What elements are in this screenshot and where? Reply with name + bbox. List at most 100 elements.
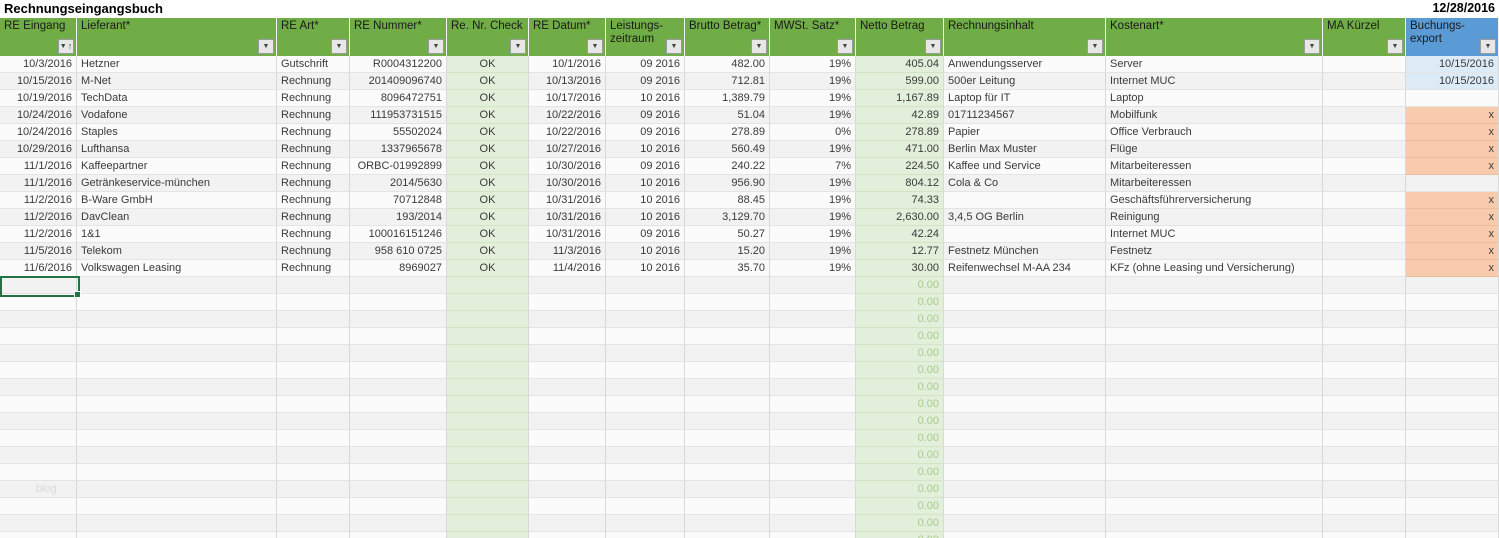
cell-mwst[interactable]: 0% bbox=[770, 124, 856, 141]
cell-inhalt[interactable] bbox=[944, 413, 1106, 430]
cell-ma_kuerzel[interactable] bbox=[1323, 481, 1406, 498]
cell-netto[interactable]: 30.00 bbox=[856, 260, 944, 277]
cell-ma_kuerzel[interactable] bbox=[1323, 90, 1406, 107]
cell-zeitraum[interactable] bbox=[606, 362, 685, 379]
cell-kostenart[interactable]: Internet MUC bbox=[1106, 73, 1323, 90]
cell-ma_kuerzel[interactable] bbox=[1323, 362, 1406, 379]
cell-netto[interactable]: 0.00 bbox=[856, 277, 944, 294]
cell-re_nummer[interactable] bbox=[350, 362, 447, 379]
cell-re_datum[interactable]: 10/30/2016 bbox=[529, 158, 606, 175]
cell-ma_kuerzel[interactable] bbox=[1323, 277, 1406, 294]
cell-kostenart[interactable] bbox=[1106, 362, 1323, 379]
cell-netto[interactable]: 0.00 bbox=[856, 532, 944, 538]
header-cell-re_eingang[interactable]: RE Eingang ▼ ↑ bbox=[0, 18, 77, 56]
cell-brutto[interactable]: 3,129.70 bbox=[685, 209, 770, 226]
cell-brutto[interactable] bbox=[685, 362, 770, 379]
cell-zeitraum[interactable] bbox=[606, 430, 685, 447]
filter-button-ma_kuerzel[interactable]: ▼ bbox=[1387, 39, 1403, 54]
cell-re_art[interactable] bbox=[277, 396, 350, 413]
cell-inhalt[interactable]: Kaffee und Service bbox=[944, 158, 1106, 175]
cell-re_nummer[interactable] bbox=[350, 413, 447, 430]
cell-re_datum[interactable] bbox=[529, 379, 606, 396]
filter-button-zeitraum[interactable]: ▼ bbox=[666, 39, 682, 54]
cell-brutto[interactable]: 956.90 bbox=[685, 175, 770, 192]
filter-button-re_datum[interactable]: ▼ bbox=[587, 39, 603, 54]
cell-netto[interactable]: 278.89 bbox=[856, 124, 944, 141]
cell-check[interactable] bbox=[447, 345, 529, 362]
cell-re_art[interactable]: Rechnung bbox=[277, 226, 350, 243]
cell-zeitraum[interactable] bbox=[606, 294, 685, 311]
cell-netto[interactable]: 0.00 bbox=[856, 498, 944, 515]
header-cell-re_datum[interactable]: RE Datum* ▼ bbox=[529, 18, 606, 56]
cell-re_eingang[interactable]: 11/2/2016 bbox=[0, 226, 77, 243]
cell-inhalt[interactable]: Anwendungsserver bbox=[944, 56, 1106, 73]
cell-lieferant[interactable]: Hetzner bbox=[77, 56, 277, 73]
cell-mwst[interactable] bbox=[770, 362, 856, 379]
cell-re_nummer[interactable] bbox=[350, 430, 447, 447]
cell-netto[interactable]: 2,630.00 bbox=[856, 209, 944, 226]
cell-lieferant[interactable] bbox=[77, 396, 277, 413]
cell-re_datum[interactable] bbox=[529, 532, 606, 538]
cell-export[interactable] bbox=[1406, 294, 1499, 311]
cell-inhalt[interactable] bbox=[944, 294, 1106, 311]
cell-mwst[interactable] bbox=[770, 413, 856, 430]
cell-zeitraum[interactable]: 10 2016 bbox=[606, 260, 685, 277]
cell-netto[interactable]: 405.04 bbox=[856, 56, 944, 73]
cell-zeitraum[interactable] bbox=[606, 498, 685, 515]
cell-kostenart[interactable]: Flüge bbox=[1106, 141, 1323, 158]
cell-kostenart[interactable]: Festnetz bbox=[1106, 243, 1323, 260]
cell-re_art[interactable]: Gutschrift bbox=[277, 56, 350, 73]
cell-re_datum[interactable]: 10/13/2016 bbox=[529, 73, 606, 90]
cell-inhalt[interactable] bbox=[944, 345, 1106, 362]
cell-inhalt[interactable] bbox=[944, 447, 1106, 464]
cell-inhalt[interactable] bbox=[944, 379, 1106, 396]
cell-re_nummer[interactable] bbox=[350, 328, 447, 345]
cell-brutto[interactable] bbox=[685, 430, 770, 447]
header-cell-ma_kuerzel[interactable]: MA Kürzel ▼ bbox=[1323, 18, 1406, 56]
cell-export[interactable] bbox=[1406, 379, 1499, 396]
cell-kostenart[interactable] bbox=[1106, 294, 1323, 311]
cell-netto[interactable]: 0.00 bbox=[856, 362, 944, 379]
cell-brutto[interactable] bbox=[685, 328, 770, 345]
cell-brutto[interactable] bbox=[685, 532, 770, 538]
cell-re_nummer[interactable] bbox=[350, 515, 447, 532]
cell-ma_kuerzel[interactable] bbox=[1323, 158, 1406, 175]
cell-brutto[interactable] bbox=[685, 481, 770, 498]
cell-re_eingang[interactable]: 10/15/2016 bbox=[0, 73, 77, 90]
cell-ma_kuerzel[interactable] bbox=[1323, 107, 1406, 124]
cell-kostenart[interactable] bbox=[1106, 311, 1323, 328]
cell-re_nummer[interactable] bbox=[350, 447, 447, 464]
cell-re_eingang[interactable]: 11/2/2016 bbox=[0, 209, 77, 226]
cell-lieferant[interactable] bbox=[77, 464, 277, 481]
cell-re_art[interactable] bbox=[277, 481, 350, 498]
header-cell-lieferant[interactable]: Lieferant* ▼ bbox=[77, 18, 277, 56]
cell-netto[interactable]: 0.00 bbox=[856, 515, 944, 532]
cell-lieferant[interactable]: 1&1 bbox=[77, 226, 277, 243]
cell-kostenart[interactable] bbox=[1106, 430, 1323, 447]
cell-lieferant[interactable] bbox=[77, 413, 277, 430]
cell-export[interactable] bbox=[1406, 396, 1499, 413]
cell-re_datum[interactable]: 10/31/2016 bbox=[529, 226, 606, 243]
cell-re_eingang[interactable] bbox=[0, 430, 77, 447]
cell-re_nummer[interactable]: 8969027 bbox=[350, 260, 447, 277]
cell-check[interactable]: OK bbox=[447, 124, 529, 141]
cell-brutto[interactable] bbox=[685, 515, 770, 532]
cell-zeitraum[interactable]: 09 2016 bbox=[606, 226, 685, 243]
cell-zeitraum[interactable]: 09 2016 bbox=[606, 124, 685, 141]
cell-re_datum[interactable] bbox=[529, 464, 606, 481]
cell-kostenart[interactable]: Laptop bbox=[1106, 90, 1323, 107]
cell-lieferant[interactable]: Vodafone bbox=[77, 107, 277, 124]
cell-re_eingang[interactable] bbox=[0, 328, 77, 345]
cell-brutto[interactable]: 35.70 bbox=[685, 260, 770, 277]
cell-re_nummer[interactable]: R0004312200 bbox=[350, 56, 447, 73]
cell-mwst[interactable] bbox=[770, 345, 856, 362]
cell-zeitraum[interactable]: 09 2016 bbox=[606, 56, 685, 73]
cell-brutto[interactable]: 50.27 bbox=[685, 226, 770, 243]
cell-export[interactable]: x bbox=[1406, 124, 1499, 141]
cell-lieferant[interactable] bbox=[77, 294, 277, 311]
header-cell-netto[interactable]: Netto Betrag ▼ bbox=[856, 18, 944, 56]
cell-re_nummer[interactable] bbox=[350, 294, 447, 311]
cell-check[interactable] bbox=[447, 481, 529, 498]
cell-re_art[interactable]: Rechnung bbox=[277, 90, 350, 107]
cell-re_art[interactable] bbox=[277, 277, 350, 294]
